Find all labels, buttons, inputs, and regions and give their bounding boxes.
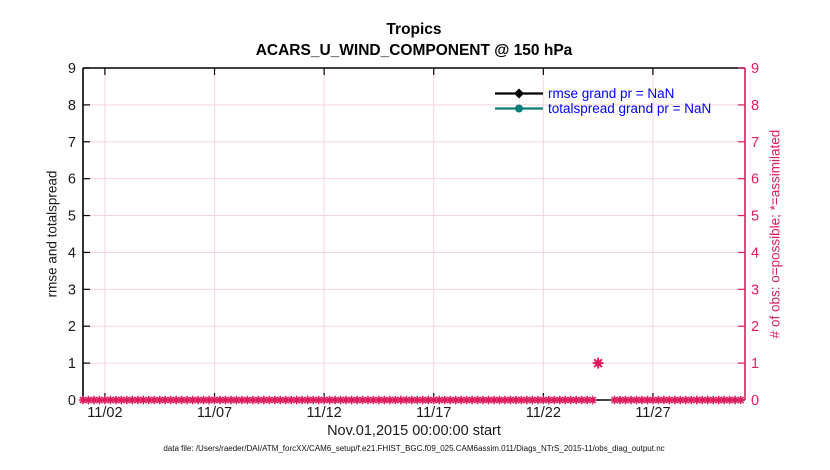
x-tick-label: 11/12	[307, 405, 342, 421]
legend-item-rmse: rmse grand pr = NaN	[494, 85, 711, 101]
y-tick-label-right: 1	[751, 356, 759, 372]
y-tick-label-left: 9	[68, 61, 76, 77]
y-tick-label-right: 2	[751, 319, 759, 335]
y-tick-label-left: 8	[68, 98, 76, 114]
legend-item-totalspread: totalspread grand pr = NaN	[494, 100, 712, 116]
y-tick-label-right: 5	[751, 209, 759, 225]
y-axis-label-right: # of obs: o=possible; *=assimilated	[767, 129, 783, 339]
chart-subtitle: ACARS_U_WIND_COMPONENT @ 150 hPa	[255, 42, 573, 59]
y-tick-label-right: 7	[751, 135, 759, 151]
legend: rmse grand pr = NaN totalspread grand pr…	[494, 85, 712, 116]
rmse-line-marker-icon	[495, 88, 543, 98]
legend-label-totalspread: totalspread grand pr = NaN	[548, 100, 712, 116]
y-tick-label-right: 9	[751, 61, 759, 77]
y-tick-label-right: 6	[751, 172, 759, 188]
y-tick-label-left: 5	[68, 209, 76, 225]
y-tick-label-left: 0	[68, 393, 76, 409]
legend-label-rmse: rmse grand pr = NaN	[548, 85, 675, 101]
x-tick-label: 11/22	[526, 405, 561, 421]
y-tick-label-right: 3	[751, 282, 759, 298]
y-tick-label-left: 3	[68, 282, 76, 298]
x-axis-label: Nov.01,2015 00:00:00 start	[327, 423, 501, 439]
totalspread-line-marker-icon	[495, 104, 543, 112]
obs-count-marker-dots	[80, 397, 744, 403]
obs-count-point-dot	[595, 360, 601, 366]
chart-title: Tropics	[386, 21, 442, 38]
x-tick-label: 11/27	[635, 405, 670, 421]
y-tick-label-right: 0	[751, 393, 759, 409]
x-tick-label: 11/02	[87, 405, 122, 421]
y-tick-label-left: 7	[68, 135, 76, 151]
y-tick-label-left: 2	[68, 319, 76, 335]
y-tick-label-left: 4	[68, 245, 76, 261]
y-tick-label-left: 1	[68, 356, 76, 372]
y-tick-label-left: 6	[68, 172, 76, 188]
data-file-path: data file: /Users/raeder/DAI/ATM_forcXX/…	[163, 444, 665, 453]
x-tick-label: 11/07	[197, 405, 232, 421]
y-axis-label-left: rmse and totalspread	[44, 170, 60, 298]
x-tick-label: 11/17	[416, 405, 451, 421]
y-tick-label-right: 8	[751, 98, 759, 114]
y-tick-label-right: 4	[751, 245, 759, 261]
